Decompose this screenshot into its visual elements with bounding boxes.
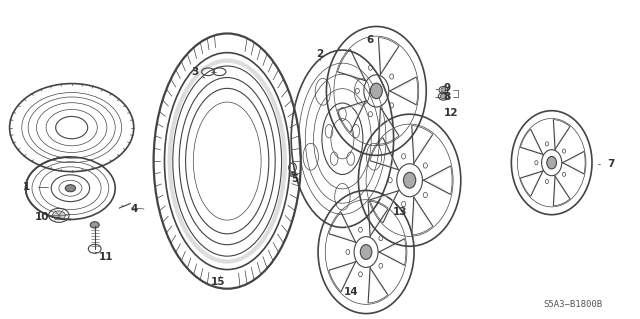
Polygon shape bbox=[383, 138, 399, 170]
Ellipse shape bbox=[290, 172, 295, 177]
Polygon shape bbox=[521, 147, 543, 154]
Text: S5A3−B1800B: S5A3−B1800B bbox=[543, 300, 602, 309]
Polygon shape bbox=[555, 176, 570, 198]
Text: 11: 11 bbox=[99, 252, 113, 262]
Polygon shape bbox=[381, 47, 399, 74]
Ellipse shape bbox=[65, 185, 76, 192]
Polygon shape bbox=[370, 268, 387, 294]
Ellipse shape bbox=[52, 211, 65, 220]
Polygon shape bbox=[381, 108, 399, 135]
Text: 7: 7 bbox=[607, 159, 615, 169]
Polygon shape bbox=[379, 252, 404, 265]
Text: 12: 12 bbox=[444, 108, 458, 118]
Polygon shape bbox=[368, 268, 371, 302]
Text: 5: 5 bbox=[291, 174, 298, 184]
Polygon shape bbox=[341, 213, 356, 242]
Polygon shape bbox=[371, 161, 399, 170]
Text: 9: 9 bbox=[443, 83, 451, 93]
Polygon shape bbox=[351, 50, 365, 81]
Polygon shape bbox=[351, 101, 365, 132]
Polygon shape bbox=[390, 91, 416, 105]
Polygon shape bbox=[554, 176, 556, 205]
Polygon shape bbox=[338, 72, 365, 81]
Ellipse shape bbox=[371, 83, 382, 99]
Text: 6: 6 bbox=[366, 35, 374, 45]
Text: 1: 1 bbox=[23, 182, 31, 192]
Polygon shape bbox=[531, 171, 543, 196]
Text: 4: 4 bbox=[131, 204, 138, 214]
Text: 15: 15 bbox=[211, 277, 225, 287]
Polygon shape bbox=[370, 210, 387, 236]
Ellipse shape bbox=[440, 94, 447, 99]
Polygon shape bbox=[338, 101, 365, 110]
Text: 3: 3 bbox=[191, 67, 199, 77]
Polygon shape bbox=[383, 191, 399, 222]
Ellipse shape bbox=[360, 245, 372, 259]
Polygon shape bbox=[521, 171, 543, 178]
Polygon shape bbox=[414, 135, 433, 163]
Polygon shape bbox=[368, 202, 371, 236]
Ellipse shape bbox=[547, 156, 557, 169]
Text: 2: 2 bbox=[316, 49, 324, 59]
Text: 8: 8 bbox=[443, 92, 451, 102]
Polygon shape bbox=[554, 120, 556, 149]
Polygon shape bbox=[378, 38, 381, 74]
Text: 10: 10 bbox=[35, 212, 49, 222]
Polygon shape bbox=[330, 262, 356, 270]
Polygon shape bbox=[563, 152, 584, 163]
Ellipse shape bbox=[441, 88, 446, 92]
Text: 13: 13 bbox=[393, 207, 407, 217]
Polygon shape bbox=[414, 197, 433, 226]
Polygon shape bbox=[379, 239, 404, 252]
Ellipse shape bbox=[90, 222, 99, 228]
Polygon shape bbox=[371, 191, 399, 200]
Polygon shape bbox=[412, 126, 415, 163]
Polygon shape bbox=[424, 166, 450, 180]
Polygon shape bbox=[424, 180, 450, 194]
Text: 14: 14 bbox=[344, 287, 358, 297]
Polygon shape bbox=[412, 197, 415, 234]
Polygon shape bbox=[555, 127, 570, 149]
Polygon shape bbox=[390, 77, 416, 91]
Polygon shape bbox=[341, 262, 356, 291]
Polygon shape bbox=[330, 234, 356, 242]
Ellipse shape bbox=[403, 172, 416, 188]
Polygon shape bbox=[531, 130, 543, 154]
Polygon shape bbox=[378, 108, 381, 144]
Polygon shape bbox=[563, 163, 584, 174]
